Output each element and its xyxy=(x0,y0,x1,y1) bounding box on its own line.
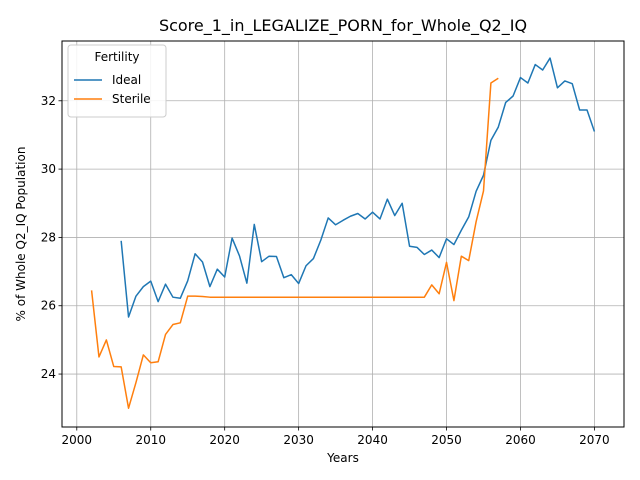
y-tick-label: 26 xyxy=(41,299,56,313)
legend-label-ideal: Ideal xyxy=(112,73,141,87)
x-tick-label: 2030 xyxy=(283,433,314,447)
x-axis-label: Years xyxy=(326,451,359,465)
grid xyxy=(62,41,624,427)
legend-title: Fertility xyxy=(94,50,139,64)
y-axis-ticks: 24 26 28 30 32 xyxy=(41,94,62,381)
y-axis-label: % of Whole Q2_IQ Population xyxy=(14,147,28,322)
x-tick-label: 2020 xyxy=(209,433,240,447)
x-tick-label: 2000 xyxy=(62,433,93,447)
series-lines xyxy=(90,57,596,409)
x-tick-label: 2010 xyxy=(135,433,166,447)
legend-entries: Ideal Sterile xyxy=(74,73,151,106)
x-axis-ticks: 2000 2010 2020 2030 2040 2050 2060 2070 xyxy=(62,427,610,447)
y-tick-label: 28 xyxy=(41,230,56,244)
x-tick-label: 2040 xyxy=(357,433,388,447)
chart-title: Score_1_in_LEGALIZE_PORN_for_Whole_Q2_IQ xyxy=(159,16,527,36)
y-tick-label: 32 xyxy=(41,94,56,108)
series-line-sterile xyxy=(90,77,499,409)
y-tick-label: 30 xyxy=(41,162,56,176)
series-line-ideal xyxy=(120,57,596,318)
x-tick-label: 2070 xyxy=(579,433,610,447)
x-tick-label: 2060 xyxy=(505,433,536,447)
legend: Fertility Ideal Sterile xyxy=(67,44,167,118)
plot-frame xyxy=(61,40,625,428)
y-tick-label: 24 xyxy=(41,367,56,381)
legend-label-sterile: Sterile xyxy=(112,92,151,106)
x-tick-label: 2050 xyxy=(431,433,462,447)
